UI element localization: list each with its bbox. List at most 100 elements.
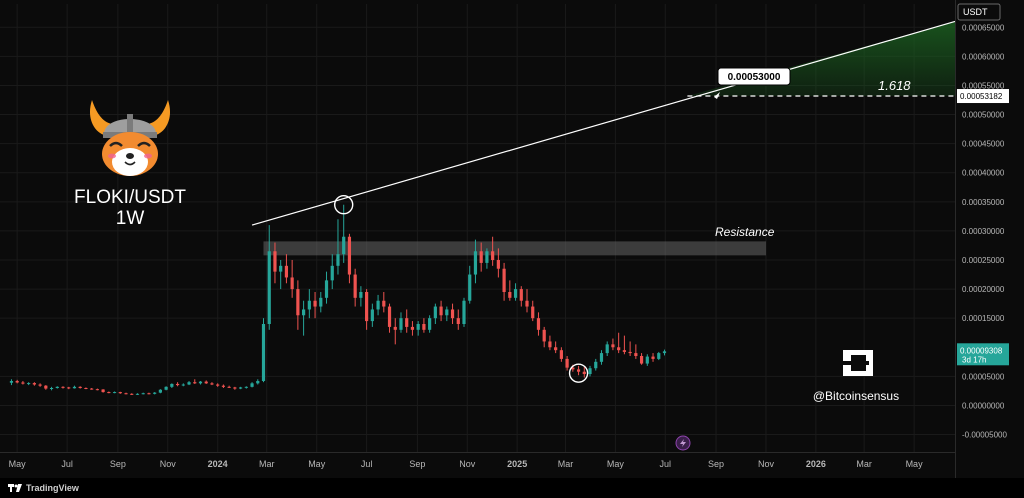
candle-body <box>525 300 529 307</box>
candle-body <box>250 383 254 387</box>
candle-body <box>554 347 558 351</box>
time-tick-label: Nov <box>758 459 775 469</box>
candle-body <box>158 389 162 393</box>
candle-body <box>112 392 117 394</box>
countdown-label: 3d 17h <box>962 355 986 364</box>
floki-logo <box>89 100 171 176</box>
candle-body <box>599 353 604 362</box>
time-tick-label: Sep <box>409 459 425 469</box>
candle-body <box>462 300 466 324</box>
candle-body <box>233 387 237 389</box>
candle-body <box>347 236 352 275</box>
time-tick-label: Sep <box>110 459 126 469</box>
candle-body <box>67 387 71 389</box>
candle-body <box>44 385 48 389</box>
candle-body <box>153 392 157 394</box>
candle-body <box>513 289 518 298</box>
candle-body <box>479 251 483 263</box>
candle-body <box>32 383 36 385</box>
resistance-label: Resistance <box>715 225 775 239</box>
candle-body <box>9 381 14 383</box>
lightning-icon[interactable] <box>675 435 691 451</box>
candle-body <box>198 381 203 384</box>
candle-body <box>302 309 306 316</box>
candle-body <box>319 297 323 307</box>
candle-body <box>336 254 340 266</box>
candle-body <box>531 306 535 319</box>
candle-body <box>238 387 243 389</box>
price-tick-label: 0.00030000 <box>962 227 1005 236</box>
time-axis[interactable]: May Jul Sep Nov 2024 Mar May Jul Sep Nov 2025 Mar Ma… <box>0 452 955 470</box>
candle-body <box>330 265 334 281</box>
candle-body <box>594 361 598 369</box>
candle-body <box>399 318 403 330</box>
candle-body <box>221 385 226 387</box>
candle-body <box>21 382 25 384</box>
candle-body <box>519 289 523 301</box>
candle-body <box>405 318 409 327</box>
candle-body <box>279 265 283 272</box>
candle-body <box>376 300 380 310</box>
time-tick-label: Mar <box>259 459 275 469</box>
candle-body <box>267 251 271 324</box>
candle-body <box>38 384 42 386</box>
candle-body <box>84 388 88 389</box>
chart-interval: 1W <box>116 208 145 229</box>
candle-body <box>95 389 99 391</box>
time-tick-label: 2026 <box>806 459 826 469</box>
candle-body <box>284 265 289 278</box>
candle-body <box>72 386 77 389</box>
candle-body <box>576 369 581 372</box>
time-tick-label: Mar <box>856 459 872 469</box>
candle-body <box>353 274 357 298</box>
price-tick-label: -0.00005000 <box>962 431 1007 440</box>
candle-body <box>639 356 644 364</box>
candle-body <box>422 324 426 330</box>
tradingview-logo-icon[interactable] <box>8 484 22 492</box>
highlight-circle <box>568 363 589 383</box>
target-price-callout: 0.00053000 <box>717 67 791 86</box>
price-tick-label: 0.00000000 <box>962 401 1005 410</box>
candle-body <box>147 393 151 395</box>
candle-body <box>273 251 277 272</box>
candle-body <box>204 381 208 384</box>
candle-body <box>645 356 649 364</box>
candle-body <box>261 324 266 382</box>
candle-body <box>611 344 615 348</box>
candle-body <box>496 260 500 269</box>
price-axis-background <box>955 0 1024 478</box>
candle-body <box>324 280 329 298</box>
time-tick-label: Jul <box>61 459 73 469</box>
candle-body <box>565 358 569 368</box>
candle-body <box>428 318 432 330</box>
candle-body <box>296 289 300 316</box>
candle-body <box>439 306 443 316</box>
candle-body <box>387 306 392 327</box>
candle-body <box>410 326 415 330</box>
candle-body <box>187 382 191 385</box>
candle-body <box>491 251 495 260</box>
candle-body <box>107 392 111 394</box>
candle-body <box>662 351 667 354</box>
target-marker <box>714 92 720 99</box>
price-tick-label: 0.00020000 <box>962 285 1005 294</box>
time-tick-label: 2024 <box>208 459 228 469</box>
tradingview-brand[interactable]: TradingView <box>26 483 80 493</box>
candle-body <box>90 388 94 390</box>
candle-body <box>15 381 19 383</box>
time-tick-label: Sep <box>708 459 724 469</box>
candle-body <box>416 324 420 330</box>
candle-body <box>588 368 592 375</box>
price-axis[interactable]: 0.00065000 0.00060000 0.00055000 0.00050000… <box>955 0 1024 478</box>
candle-body <box>170 383 174 387</box>
candle-body <box>256 381 260 384</box>
price-tick-label: 0.00005000 <box>962 372 1005 381</box>
candle-body <box>164 386 168 390</box>
candle-body <box>210 383 214 385</box>
current-price-badge <box>957 343 1009 366</box>
candle-body <box>628 351 632 354</box>
price-tick-label: 0.00065000 <box>962 23 1005 32</box>
candle-body <box>181 384 185 386</box>
candle-body <box>393 326 397 330</box>
